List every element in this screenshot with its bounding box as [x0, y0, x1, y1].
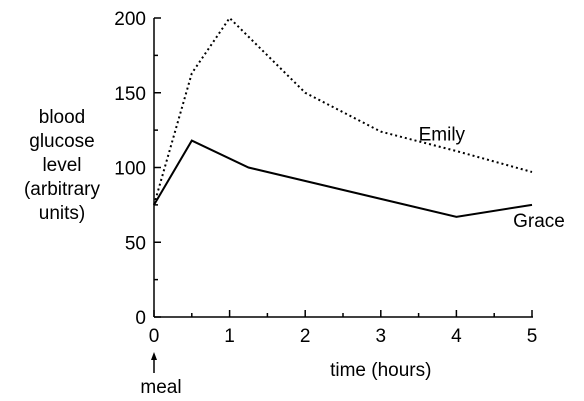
- series-lines: [153, 16, 533, 218]
- y-tick-label: 100: [114, 159, 146, 180]
- series-label-grace: Grace: [513, 211, 565, 232]
- tick-labels: 0 50 100 150 200 0 1 2 3 4 5: [114, 9, 537, 347]
- meal-label: meal: [140, 377, 181, 398]
- x-tick-label: 5: [527, 326, 538, 347]
- y-axis-label-line: glucose: [29, 131, 95, 152]
- axes: [153, 18, 533, 318]
- y-axis-label: blood glucose level (arbitrary units): [24, 107, 101, 224]
- x-axis-label: time (hours): [330, 360, 431, 381]
- x-tick-label: 2: [300, 326, 311, 347]
- series-labels: Emily Grace: [419, 125, 565, 232]
- x-tick-label: 4: [451, 326, 462, 347]
- y-axis-label-line: units): [39, 203, 85, 224]
- y-axis-label-line: (arbitrary: [24, 179, 101, 200]
- series-label-emily: Emily: [419, 125, 466, 146]
- y-axis-label-line: level: [42, 155, 81, 176]
- x-tick-label: 1: [224, 326, 235, 347]
- x-tick-label: 0: [149, 326, 160, 347]
- x-tick-label: 3: [376, 326, 387, 347]
- series-line-grace: [153, 139, 533, 218]
- y-tick-label: 0: [135, 308, 146, 329]
- y-axis-label-line: blood: [39, 107, 86, 128]
- y-tick-label: 150: [114, 84, 146, 105]
- y-tick-label: 50: [125, 233, 146, 254]
- tick-marks: [153, 17, 533, 318]
- y-tick-label: 200: [114, 9, 146, 30]
- series-line-emily: [153, 16, 533, 206]
- meal-annotation: meal: [140, 352, 182, 398]
- meal-arrow-head-icon: [151, 352, 157, 360]
